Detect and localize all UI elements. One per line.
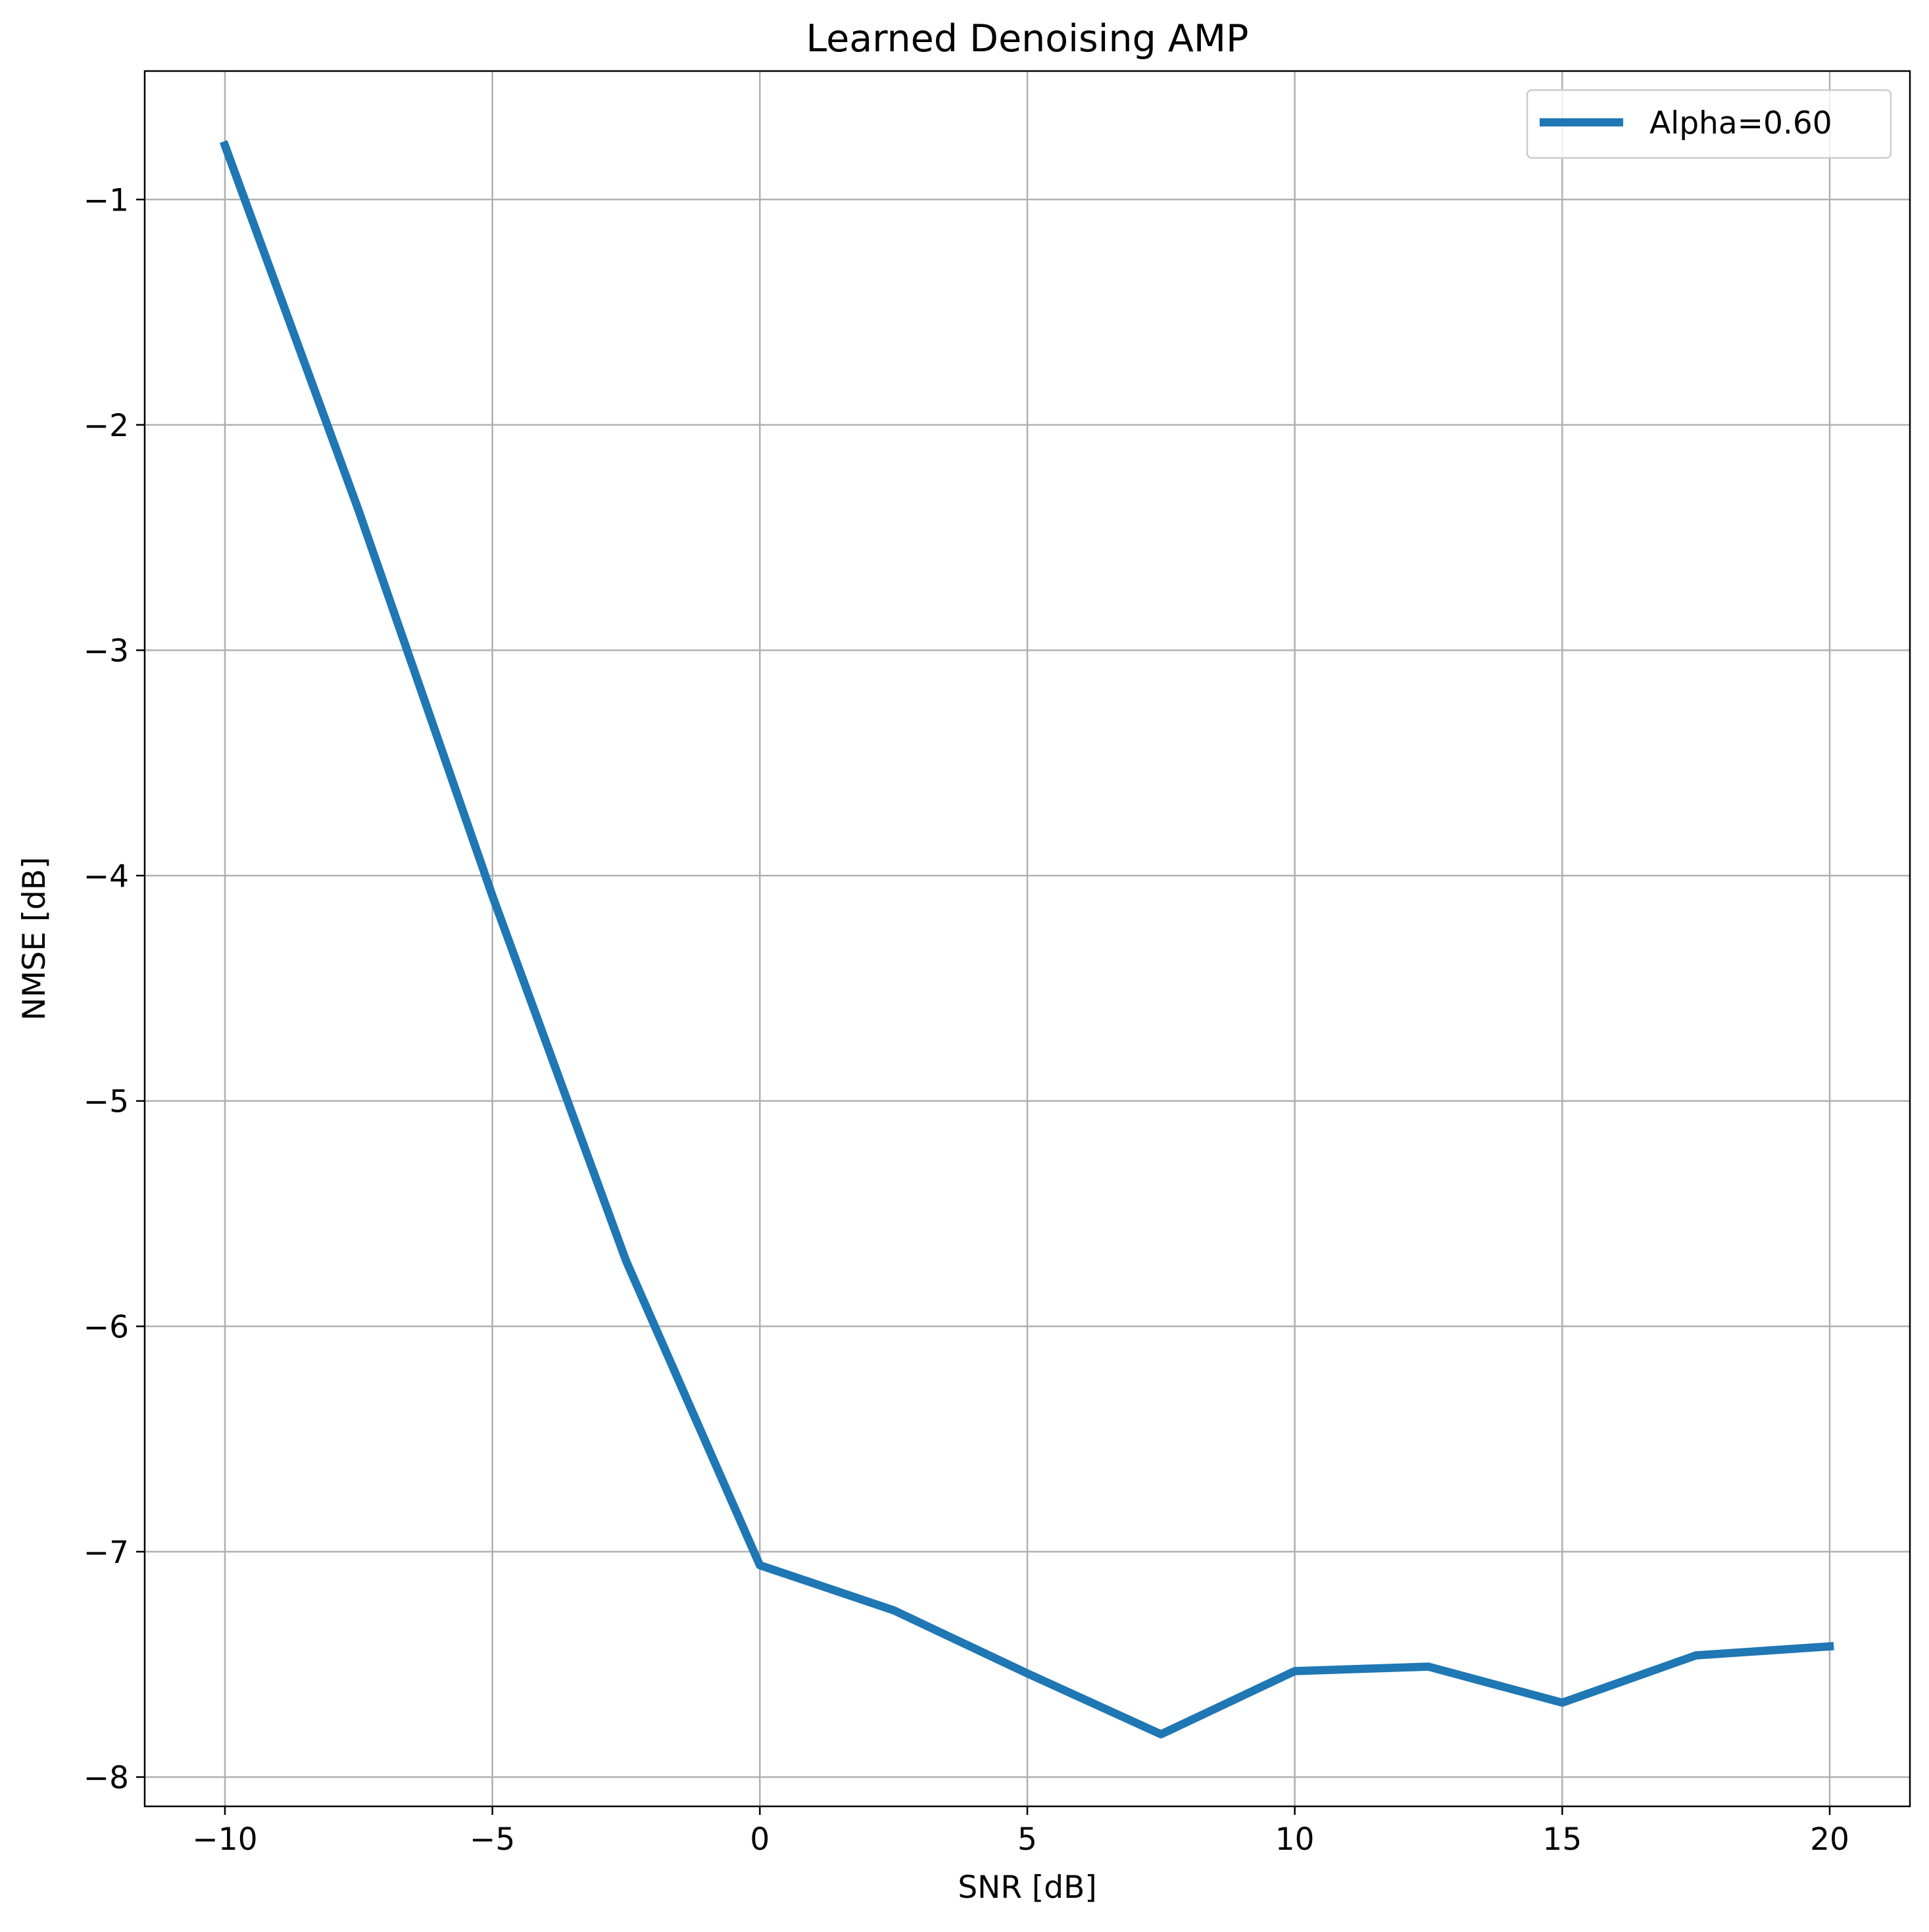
y-tick-label: −5	[84, 1084, 129, 1120]
x-tick-label: −10	[192, 1821, 257, 1858]
legend-box	[1526, 89, 1892, 159]
x-tick-label: −5	[470, 1821, 515, 1858]
x-tick-label: 0	[750, 1821, 769, 1858]
y-tick-label: −2	[84, 408, 129, 444]
data-point	[625, 1260, 627, 1262]
data-point	[1294, 1670, 1296, 1672]
data-point	[224, 145, 226, 146]
x-tick-label: 5	[1017, 1821, 1037, 1858]
data-point	[1561, 1702, 1563, 1703]
legend-label: Alpha=0.60	[1649, 105, 1832, 141]
grid	[145, 71, 1910, 1806]
data-point	[358, 510, 359, 511]
data-point	[1428, 1666, 1429, 1668]
y-tick-label: −1	[84, 182, 129, 218]
x-axis-ticks: −10 −5 0 5 10 15 20	[192, 1806, 1849, 1858]
data-point	[492, 895, 493, 897]
x-tick-label: 20	[1810, 1821, 1849, 1858]
y-axis-title: NMSE [dB]	[16, 857, 53, 1021]
y-axis-ticks: −1 −2 −3 −4 −5 −6 −7 −8	[84, 182, 145, 1796]
x-axis-title: SNR [dB]	[958, 1870, 1096, 1906]
x-tick-label: 10	[1275, 1821, 1315, 1858]
y-tick-label: −3	[84, 633, 129, 669]
y-tick-label: −7	[84, 1535, 129, 1571]
y-tick-label: −8	[84, 1760, 129, 1796]
x-tick-label: 15	[1542, 1821, 1582, 1858]
series-layer	[219, 140, 1834, 1739]
chart-title: Learned Denoising AMP	[806, 17, 1249, 61]
y-tick-label: −6	[84, 1309, 129, 1345]
y-tick-label: −4	[84, 858, 129, 895]
legend: Alpha=0.60	[1526, 89, 1892, 159]
